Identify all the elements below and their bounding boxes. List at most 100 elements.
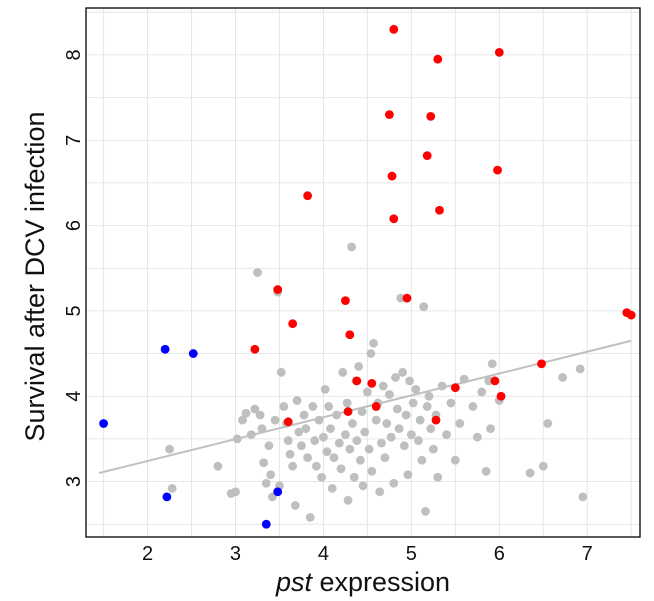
data-point-grey [392,404,402,414]
data-point-grey [301,424,311,434]
data-point-grey [446,398,456,408]
data-point-grey [279,402,289,411]
data-point-red [494,47,504,57]
data-point-grey [415,415,425,425]
data-point-grey [398,367,407,377]
data-point-grey [437,381,447,391]
data-point-grey [314,415,324,425]
data-point-grey [543,419,553,428]
data-point-grey [378,381,388,391]
data-point-grey [320,384,330,394]
data-point-red [387,171,397,181]
data-point-red [433,54,443,64]
data-point-grey [455,419,465,428]
data-point-grey [303,453,312,463]
data-point-grey [486,424,495,434]
data-point-grey [487,359,497,369]
data-point-red [288,319,298,329]
data-point-grey [348,419,357,428]
x-axis-title-italic: pst [275,567,314,597]
data-point-grey [371,415,381,425]
data-point-grey [165,444,174,454]
x-axis-title: pst expression [275,567,450,597]
data-point-red [384,110,394,120]
data-point-grey [276,367,286,377]
grid [86,8,640,537]
data-point-grey [329,453,339,463]
x-tick-label: 3 [230,543,241,565]
data-point-grey [317,472,327,482]
data-point-grey [347,242,356,252]
data-point-grey [575,364,585,374]
data-point-grey [299,410,309,420]
data-point-grey [345,444,355,454]
data-point-grey [538,461,548,471]
data-point-grey [364,444,374,454]
data-point-grey [336,464,346,474]
data-point-red [341,296,350,306]
data-point-grey [332,410,342,420]
data-point-grey [266,470,276,480]
data-point-grey [477,387,487,397]
x-tick-label: 7 [582,543,593,565]
y-tick-label: 3 [63,476,85,487]
data-point-grey [257,424,267,434]
data-point-red [493,165,502,175]
data-point-grey [246,430,256,440]
data-point-grey [578,492,588,502]
data-point-red [537,359,546,369]
data-point-grey [327,483,337,493]
data-point-grey [450,455,460,465]
data-point-red [303,191,312,201]
data-point-red [371,402,381,411]
data-point-grey [341,430,350,440]
y-tick-labels: 3 4 5 6 7 8 [63,49,85,487]
data-point-grey [380,453,390,463]
data-point-grey [349,472,359,482]
data-point-grey [459,374,469,384]
data-point-grey [326,424,335,434]
data-point-grey [375,487,385,497]
data-point-grey [433,472,443,482]
data-point-grey [362,387,372,397]
data-point-red [352,376,362,386]
data-point-red [422,151,432,161]
data-point-red [389,214,399,224]
data-point-grey [270,415,280,425]
data-point-grey [297,441,306,451]
data-point-grey [253,268,262,277]
data-point-grey [355,455,365,465]
x-tick-label: 6 [494,543,505,565]
plot-frame [85,7,641,538]
data-point-grey [255,410,265,420]
data-point-grey [403,470,413,480]
data-point-grey [484,376,494,386]
data-point-grey [342,398,352,408]
data-point-grey [250,404,260,414]
data-point-grey [396,293,406,303]
data-point-grey [472,432,482,442]
x-axis-title-rest: expression [312,567,450,597]
data-point-grey [213,461,223,471]
data-point-grey [411,384,421,394]
data-point-grey [294,427,304,437]
data-point-grey [238,415,247,425]
data-point-grey [322,447,332,457]
data-point-grey [394,424,404,434]
data-point-grey [264,441,274,451]
data-point-red [450,383,460,393]
data-point-grey [324,402,334,411]
data-point-blue [162,492,172,502]
data-point-grey [334,438,344,448]
data-point-grey [406,430,416,440]
data-point-grey [310,436,320,445]
x-tick-label: 4 [318,543,329,565]
data-point-grey [360,427,370,437]
data-point-red [367,379,377,388]
data-point-blue [261,519,271,529]
data-point-grey [367,466,377,476]
data-point-red [402,293,412,303]
data-point-grey [311,461,321,471]
data-point-grey [419,302,429,312]
data-point-red [435,205,444,215]
